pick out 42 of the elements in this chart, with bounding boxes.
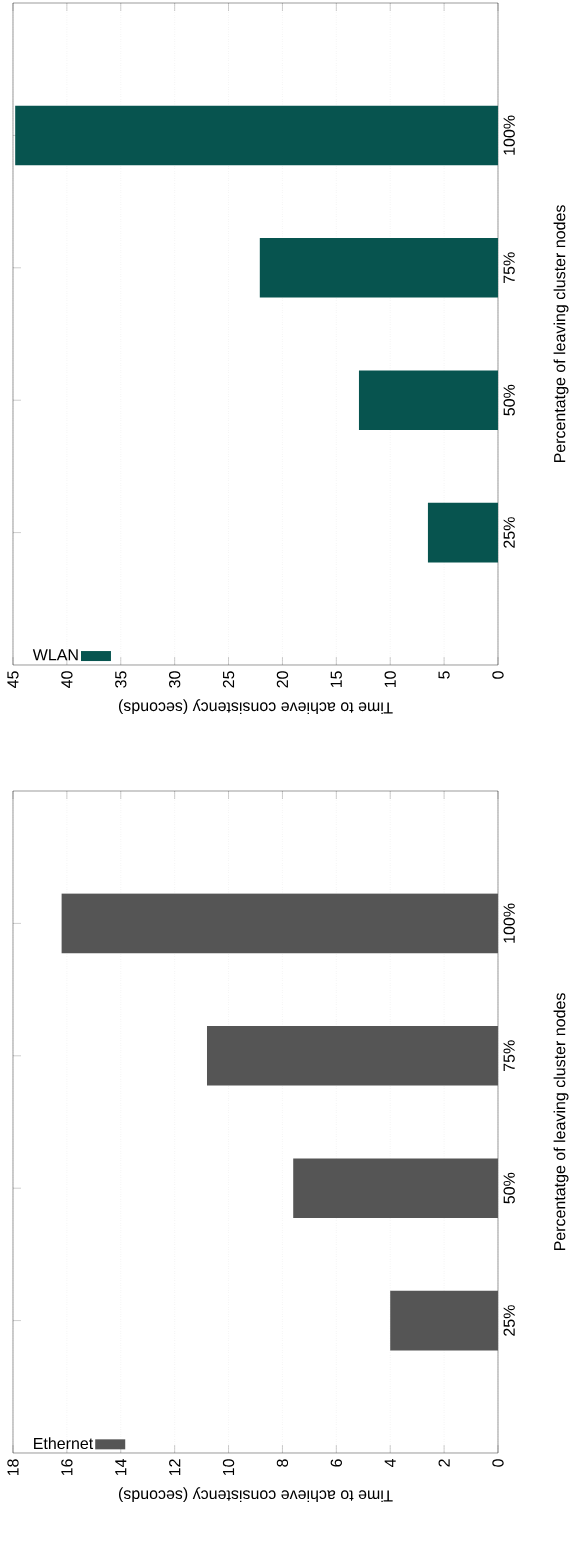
x-tick-label: 10 <box>222 1459 235 1476</box>
bar <box>427 502 498 563</box>
x-axis-title: Time to achieve consistency (seconds) <box>119 1487 393 1503</box>
y-tick-label: 50% <box>503 384 515 416</box>
y-axis-title: Percentatge of leaving cluster nodes <box>553 993 569 1251</box>
y-axis-title: Percentatge of leaving cluster nodes <box>553 205 569 463</box>
x-tick-label: 10 <box>384 671 396 688</box>
bar <box>61 893 498 954</box>
x-tick-label: 18 <box>7 1459 19 1476</box>
legend-label: WLAN <box>32 649 78 661</box>
x-tick-label: 12 <box>169 1459 181 1476</box>
bar <box>206 1026 498 1086</box>
x-tick-label: 40 <box>61 671 73 688</box>
bar <box>390 1290 498 1351</box>
legend-label: Ethernet <box>34 1437 94 1450</box>
x-tick-label: 35 <box>115 671 127 688</box>
x-tick-label: 45 <box>7 671 19 688</box>
x-tick-label: 8 <box>276 1459 289 1467</box>
x-tick-label: 0 <box>492 1459 504 1467</box>
y-tick-label: 100% <box>503 115 515 155</box>
x-tick-label: 15 <box>330 671 342 688</box>
y-tick-label: 75% <box>503 1040 515 1071</box>
x-tick-label: 14 <box>115 1459 127 1476</box>
bar <box>259 238 498 298</box>
x-tick-label: 0 <box>492 671 504 679</box>
x-tick-label: 6 <box>330 1459 342 1467</box>
x-tick-label: 20 <box>276 671 289 688</box>
x-tick-label: 4 <box>384 1459 396 1468</box>
x-tick-label: 30 <box>169 671 181 688</box>
y-tick-label: 75% <box>503 252 515 283</box>
y-tick-label: 25% <box>503 517 515 548</box>
x-axis-title: Time to achieve consistency (seconds) <box>118 699 393 715</box>
x-tick-label: 2 <box>438 1459 450 1467</box>
y-tick-label: 100% <box>503 903 515 943</box>
bar <box>358 370 498 430</box>
x-tick-label: 16 <box>61 1459 73 1476</box>
x-tick-label: 5 <box>438 671 450 679</box>
y-tick-label: 50% <box>503 1172 515 1204</box>
bar <box>15 105 498 166</box>
y-tick-label: 25% <box>503 1305 515 1336</box>
bar <box>293 1158 498 1218</box>
x-tick-label: 25 <box>222 671 235 688</box>
